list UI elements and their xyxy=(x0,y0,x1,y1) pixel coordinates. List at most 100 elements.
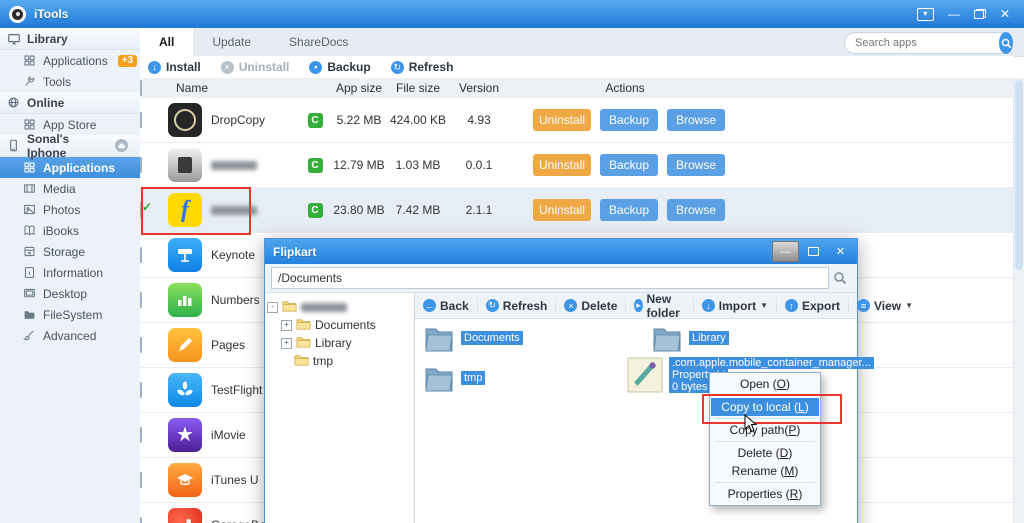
sidebar-item-applications[interactable]: Applications xyxy=(0,157,140,178)
row-checkbox[interactable] xyxy=(140,382,142,398)
tree-label-blurred xyxy=(301,302,347,312)
row-checkbox[interactable] xyxy=(140,472,142,488)
install-button[interactable]: ↓ Install xyxy=(148,60,201,74)
sidebar-section-online[interactable]: Online xyxy=(0,92,140,114)
browse-button[interactable]: Browse xyxy=(667,154,725,176)
new-folder-button[interactable]: ▸ New folder xyxy=(626,292,694,320)
scrollbar-thumb[interactable] xyxy=(1015,80,1023,270)
sidebar-item-storage[interactable]: Storage xyxy=(0,241,140,262)
row-checkbox-cell xyxy=(140,382,166,398)
sidebar-item-media[interactable]: Media xyxy=(0,178,140,199)
skin-menu-icon[interactable]: ▾ xyxy=(916,7,934,21)
table-row[interactable]: f C 23.80 MB 7.42 MB 2.1.1 Uninstall Backup Bro… xyxy=(140,188,1014,233)
folder-item-tmp[interactable]: tmp xyxy=(423,363,486,398)
menu-item-delete[interactable]: Delete (D) xyxy=(737,446,793,460)
refresh-button[interactable]: ↻ Refresh xyxy=(390,60,453,74)
path-input[interactable] xyxy=(271,267,829,289)
dialog-minimize-icon[interactable]: — xyxy=(772,241,799,262)
menu-item-copy-to-local[interactable]: Copy to local (L) xyxy=(711,398,819,416)
row-checkbox[interactable] xyxy=(140,112,142,128)
backup-button[interactable]: Backup xyxy=(600,199,658,221)
backup-button[interactable]: Backup xyxy=(600,154,658,176)
sidebar-item-information[interactable]: Information xyxy=(0,262,140,283)
expand-icon[interactable]: + xyxy=(281,319,292,331)
backup-button[interactable]: ▪ Backup xyxy=(309,60,371,74)
app-name-cell: GarageBand xyxy=(166,508,300,523)
menu-item-properties[interactable]: Properties (R) xyxy=(727,487,803,501)
expand-icon[interactable]: + xyxy=(281,337,292,349)
table-row[interactable]: DropCopy C 5.22 MB 424.00 KB 4.93 Uninstall Ba… xyxy=(140,98,1014,143)
delete-button[interactable]: × Delete xyxy=(556,297,627,314)
app-name-cell: Pages xyxy=(166,328,300,362)
restore-icon[interactable] xyxy=(973,9,986,19)
sidebar-item-tools[interactable]: Tools xyxy=(0,71,140,92)
path-search-icon[interactable] xyxy=(829,271,851,285)
folder-label: Documents xyxy=(461,331,523,345)
tree-node-documents[interactable]: + Documents xyxy=(265,316,414,334)
folder-item-documents[interactable]: Documents xyxy=(423,323,523,358)
row-checkbox[interactable] xyxy=(140,517,142,523)
uninstall-button[interactable]: Uninstall xyxy=(533,154,591,176)
tree-node-library[interactable]: + Library xyxy=(265,334,414,352)
sidebar-item-app-store[interactable]: App Store xyxy=(0,114,140,135)
refresh-button[interactable]: ↻ Refresh xyxy=(478,297,557,314)
eject-icon[interactable]: ⏏ xyxy=(115,139,128,152)
search-icon[interactable] xyxy=(999,32,1013,54)
sidebar-item-desktop[interactable]: Desktop xyxy=(0,283,140,304)
cbadge-cell: C xyxy=(300,112,330,128)
browse-button[interactable]: Browse xyxy=(667,199,725,221)
minimize-icon[interactable]: — xyxy=(947,7,960,21)
tab-update[interactable]: Update xyxy=(212,35,252,49)
app-name-cell: f xyxy=(166,193,300,227)
row-checkbox[interactable] xyxy=(140,337,142,353)
close-icon[interactable]: ✕ xyxy=(999,7,1010,21)
uninstall-button[interactable]: Uninstall xyxy=(533,109,591,131)
view-button[interactable]: ≡ View ▼ xyxy=(849,298,921,314)
menu-item-copy-path[interactable]: Copy path(P) xyxy=(729,423,801,437)
search-input[interactable] xyxy=(845,36,999,50)
sidebar-section-sonal-s-iphone[interactable]: Sonal's Iphone ⏏ xyxy=(0,132,140,160)
sidebar-item-ibooks[interactable]: iBooks xyxy=(0,220,140,241)
row-checkbox[interactable] xyxy=(140,247,142,263)
tree-node-label: Library xyxy=(315,336,352,350)
delete-icon: × xyxy=(564,299,578,312)
collapse-icon[interactable]: - xyxy=(267,301,278,313)
table-row[interactable]: C 12.79 MB 1.03 MB 0.0.1 Uninstall Backup Brow… xyxy=(140,143,1014,188)
row-checkbox[interactable] xyxy=(140,292,142,308)
export-button[interactable]: ↑ Export xyxy=(777,297,850,314)
backup-icon: ▪ xyxy=(309,60,323,74)
uninstall-button[interactable]: Uninstall xyxy=(533,199,591,221)
sidebar-item-advanced[interactable]: Advanced xyxy=(0,325,140,346)
browse-button[interactable]: Browse xyxy=(667,109,725,131)
sidebar-item-filesystem[interactable]: FileSystem xyxy=(0,304,140,325)
dialog-close-icon[interactable]: ✕ xyxy=(835,246,846,258)
tab-sharedocs[interactable]: ShareDocs xyxy=(289,35,349,49)
file-name: .com.apple.mobile_container_manager... xyxy=(669,357,874,369)
import-button[interactable]: ↓ Import ▼ xyxy=(694,297,777,314)
app-icon xyxy=(168,463,202,497)
app-toolbar: ↓ Install × Uninstall ▪ Backup ↻ Refresh xyxy=(140,56,1014,78)
select-all-checkbox[interactable] xyxy=(140,80,142,96)
row-checkbox[interactable] xyxy=(140,157,142,173)
row-checkbox-cell xyxy=(140,517,166,523)
app-name-cell xyxy=(166,148,300,182)
brush-icon xyxy=(22,329,37,343)
sidebar-item-applications[interactable]: Applications +3 xyxy=(0,50,140,71)
sidebar-section-library[interactable]: Library xyxy=(0,28,140,50)
sidebar-item-photos[interactable]: Photos xyxy=(0,199,140,220)
menu-item-rename[interactable]: Rename (M) xyxy=(731,464,799,478)
back-button[interactable]: ← Back xyxy=(415,297,478,314)
dialog-maximize-icon[interactable] xyxy=(801,242,826,261)
folder-item-library[interactable]: Library xyxy=(651,323,729,358)
tab-all[interactable]: All xyxy=(140,28,194,56)
backup-button[interactable]: Backup xyxy=(600,109,658,131)
tree-node-root[interactable]: - xyxy=(265,298,414,316)
tree-node-tmp[interactable]: tmp xyxy=(265,352,414,370)
vertical-scrollbar[interactable] xyxy=(1013,78,1024,523)
row-checkbox[interactable] xyxy=(140,202,142,218)
file-item-plist[interactable]: .com.apple.mobile_container_manager... Pr… xyxy=(627,357,874,396)
badge-count: +3 xyxy=(117,54,138,67)
row-checkbox[interactable] xyxy=(140,427,142,443)
menu-item-open[interactable]: Open (O) xyxy=(739,377,791,391)
app-size-cell: 23.80 MB xyxy=(333,203,385,217)
